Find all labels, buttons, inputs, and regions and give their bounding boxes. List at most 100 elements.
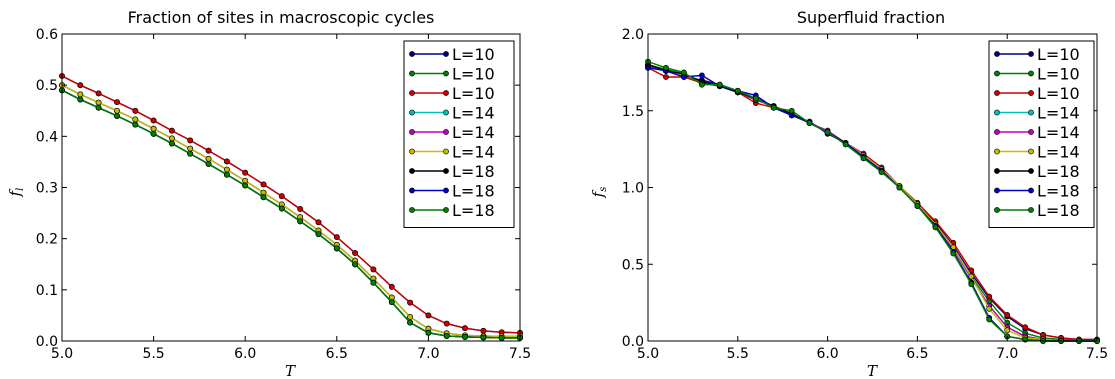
data-point xyxy=(932,224,939,231)
data-point xyxy=(242,169,249,176)
data-point xyxy=(407,314,413,320)
legend-label: L=10 xyxy=(1037,84,1080,103)
y-tick-label: 0.2 xyxy=(36,232,58,248)
legend-swatch-marker xyxy=(1028,90,1034,96)
data-point xyxy=(187,145,194,152)
data-point xyxy=(187,137,194,144)
x-axis-label: T xyxy=(285,362,296,379)
legend-swatch-marker xyxy=(1028,109,1034,116)
legend-label: L=10 xyxy=(452,84,495,103)
legend-swatch-marker xyxy=(994,51,1000,57)
data-point xyxy=(223,158,230,165)
data-point xyxy=(77,82,84,89)
data-point xyxy=(663,64,669,71)
legend-swatch-marker xyxy=(994,109,1000,116)
data-point xyxy=(278,205,285,212)
legend-swatch-marker xyxy=(409,90,415,96)
y-tick-label: 0.0 xyxy=(622,334,644,350)
legend-swatch-marker xyxy=(409,168,415,174)
data-point xyxy=(699,81,705,88)
y-axis-label: fl xyxy=(6,188,26,198)
series-line xyxy=(647,60,1097,342)
data-point xyxy=(425,312,432,319)
legend-label: L=10 xyxy=(452,45,495,64)
legend-swatch-marker xyxy=(994,70,1000,77)
legend-label: L=14 xyxy=(1037,104,1080,123)
legend-swatch-marker xyxy=(1028,70,1034,77)
data-point xyxy=(407,299,413,306)
data-point xyxy=(242,182,249,189)
legend-swatch-marker xyxy=(443,70,449,77)
data-point xyxy=(223,166,230,173)
legend-label: L=10 xyxy=(1037,65,1080,84)
data-point xyxy=(462,325,468,332)
data-point xyxy=(95,104,102,111)
data-point xyxy=(352,261,358,268)
data-point xyxy=(663,74,669,80)
data-point xyxy=(132,107,139,114)
legend-swatch-marker xyxy=(994,90,1000,96)
legend-label: L=10 xyxy=(452,65,495,84)
data-point xyxy=(752,95,759,102)
data-point xyxy=(1022,324,1029,331)
data-point xyxy=(407,319,413,326)
data-point xyxy=(168,135,175,142)
legend-label: L=14 xyxy=(452,143,495,162)
legend-swatch-marker xyxy=(409,70,415,77)
data-point xyxy=(333,245,340,252)
data-point xyxy=(114,107,120,114)
legend-label: L=10 xyxy=(1037,45,1080,64)
data-point xyxy=(770,104,777,111)
x-tick-label: 5.5 xyxy=(727,346,749,362)
x-tick-label: 5.0 xyxy=(51,346,73,362)
data-point xyxy=(370,279,377,286)
y-tick-label: 0.0 xyxy=(36,334,58,350)
legend-swatch-marker xyxy=(443,187,449,194)
plot-layer xyxy=(59,73,523,341)
data-point xyxy=(297,206,304,212)
legend-swatch-marker xyxy=(1028,129,1034,135)
legend-box xyxy=(403,40,515,228)
data-point xyxy=(443,320,450,327)
data-point xyxy=(425,329,432,336)
data-point xyxy=(480,327,487,334)
x-axis-label: T xyxy=(867,362,878,379)
x-tick-label: 7.0 xyxy=(417,346,439,362)
legend-label: L=14 xyxy=(1037,123,1080,142)
chart-fraction-cycles: Fraction of sites in macroscopic cycles … xyxy=(6,8,531,379)
data-point xyxy=(914,202,921,209)
data-point xyxy=(806,120,813,126)
legend-swatch-marker xyxy=(409,148,415,155)
legend-label: L=18 xyxy=(452,201,495,220)
y-tick-label: 2.0 xyxy=(622,27,644,43)
x-tick-label: 6.0 xyxy=(234,346,256,362)
data-point xyxy=(1004,327,1011,334)
legend-swatch-marker xyxy=(994,207,1000,213)
data-point xyxy=(388,299,395,305)
x-tick-label: 7.5 xyxy=(1086,346,1108,362)
plot-layer xyxy=(645,58,1100,344)
ticks-layer: 5.0 5.5 6.0 6.5 7.0 7.5 0.0 0.5 1.0 1.5 2.0 xyxy=(622,27,1108,362)
legend-swatch-marker xyxy=(1028,168,1034,174)
data-point xyxy=(150,130,157,137)
legend-box xyxy=(988,40,1095,228)
data-point xyxy=(950,250,957,257)
data-point xyxy=(187,150,194,157)
legend-swatch-marker xyxy=(1028,51,1034,57)
data-point xyxy=(986,293,993,300)
data-point xyxy=(968,273,975,280)
data-point xyxy=(878,169,885,175)
legend-label: L=18 xyxy=(1037,201,1080,220)
data-point xyxy=(480,334,487,341)
legend: L=10L=10L=10L=14L=14L=14L=18L=18L=18 xyxy=(988,40,1095,228)
data-point xyxy=(788,107,795,114)
data-point xyxy=(734,87,741,94)
x-tick-label: 6.5 xyxy=(906,346,928,362)
data-point xyxy=(462,333,468,340)
y-axis-label-main: f xyxy=(6,188,24,197)
data-point xyxy=(150,117,157,124)
legend-label: L=14 xyxy=(1037,143,1080,162)
y-tick-label: 0.6 xyxy=(36,27,58,43)
data-point xyxy=(1004,311,1011,318)
legend-swatch-marker xyxy=(443,207,449,213)
